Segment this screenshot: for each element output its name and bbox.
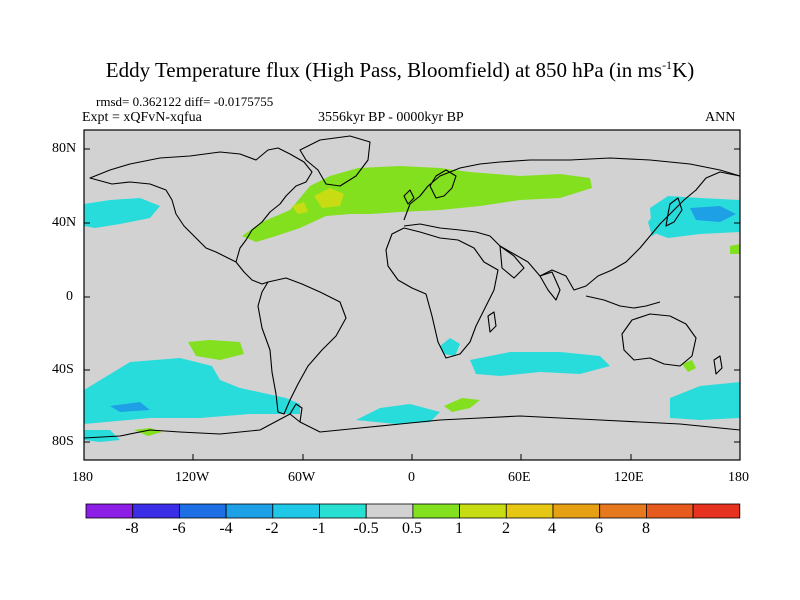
lon-label-60e: 60E: [508, 470, 531, 485]
north-pacific-west-anomaly: [84, 198, 160, 228]
rmsd-diff-text: rmsd= 0.362122 diff= -0.0175755: [96, 94, 274, 109]
colorbar-label: -4: [219, 520, 233, 537]
scandinavia-coast: [429, 169, 457, 199]
antarctic-peninsula-coast: [289, 403, 303, 423]
indonesia-coast: [585, 295, 661, 309]
lon-label-180w: 180: [72, 470, 93, 485]
lat-label-80n: 80N: [52, 141, 77, 156]
colorbar-label: -6: [172, 520, 186, 537]
colorbar-label: 1: [455, 520, 463, 537]
colorbar-swatch: [552, 503, 601, 519]
colorbar-label: 6: [595, 520, 603, 537]
colorbar-label: 8: [642, 520, 650, 537]
indian-ocean-anomaly: [444, 398, 480, 412]
lat-label-0: 0: [66, 289, 73, 304]
india-coast: [539, 271, 561, 301]
greenland-coast: [299, 135, 371, 187]
kuroshio-strong-anomaly: [690, 206, 736, 222]
colorbar-swatch: [178, 503, 227, 519]
british-isles-coast: [403, 189, 415, 205]
colorbar-label: 2: [502, 520, 510, 537]
antarctica-coast: [83, 413, 741, 439]
australia-coast: [621, 313, 697, 367]
colorbar-label: 0.5: [402, 520, 422, 537]
colorbar: [85, 503, 741, 519]
map-frame-group: [83, 129, 741, 461]
axis-ticks: [83, 148, 741, 460]
colorbar-label: 4: [548, 520, 556, 537]
lat-label-40n: 40N: [52, 215, 77, 230]
lon-label-60w: 60W: [288, 470, 316, 485]
colorbar-label: -2: [265, 520, 279, 537]
southern-ocean-mid-anomaly: [356, 404, 440, 424]
colorbar-swatch: [319, 503, 367, 519]
yellow-anomaly-regions: [292, 188, 344, 214]
colorbar-swatch: [646, 503, 694, 519]
southern-ocean-east-anomaly: [670, 382, 740, 420]
mediterranean-coast: [403, 223, 491, 237]
southern-indian-anomaly: [470, 352, 610, 376]
north-america-east-anomaly: [292, 202, 308, 214]
colorbar-swatch: [412, 503, 460, 519]
arabia-coast: [499, 245, 525, 279]
period-label: 3556kyr BP - 0000kyr BP: [318, 110, 464, 125]
central-america-coast: [235, 261, 269, 285]
lat-label-40s: 40S: [52, 362, 74, 377]
australia-anomaly: [682, 360, 696, 372]
lon-label-120e: 120E: [614, 470, 644, 485]
colorbar-label: -1: [312, 520, 326, 537]
strong-negative-regions: [110, 206, 736, 412]
season-label: ANN: [705, 110, 736, 125]
colorbar-swatch: [459, 503, 507, 519]
asia-coast: [489, 171, 741, 291]
madagascar-coast: [487, 311, 497, 333]
antarctic-coast-anomaly: [84, 430, 120, 442]
colorbar-swatch: [599, 503, 647, 519]
colorbar-swatch: [272, 503, 320, 519]
north-america-coast: [89, 147, 313, 263]
colorbar-swatch: [505, 503, 554, 519]
labrador-sea-anomaly: [314, 188, 344, 208]
new-zealand-coast: [713, 355, 723, 375]
experiment-label: Expt = xQFvN-xqfua: [82, 110, 202, 125]
europe-coast: [403, 157, 741, 221]
south-america-coast: [257, 277, 347, 415]
colorbar-label: -0.5: [353, 520, 379, 537]
lon-label-120w: 120W: [175, 470, 210, 485]
pacific-subtropical-anomaly: [188, 340, 244, 360]
colorbar-swatch: [225, 503, 274, 519]
japan-anomaly: [648, 196, 682, 236]
japan-coast: [665, 197, 683, 227]
colorbar-label: -8: [125, 520, 139, 537]
lon-label-0: 0: [408, 470, 415, 485]
south-atlantic-anomaly: [440, 338, 460, 356]
lat-label-80s: 80S: [52, 434, 74, 449]
plot-title: Eddy Temperature flux (High Pass, Bloomf…: [105, 58, 695, 82]
lon-label-180e: 180: [728, 470, 749, 485]
africa-coast: [385, 227, 499, 359]
coastlines: [83, 135, 741, 439]
colorbar-swatch: [692, 503, 741, 519]
colorbar-swatch: [85, 503, 134, 519]
south-pacific-strong-anomaly: [110, 402, 150, 412]
east-pacific-anomaly: [730, 244, 740, 254]
colorbar-swatch: [132, 503, 180, 519]
colorbar-swatch: [365, 503, 414, 519]
